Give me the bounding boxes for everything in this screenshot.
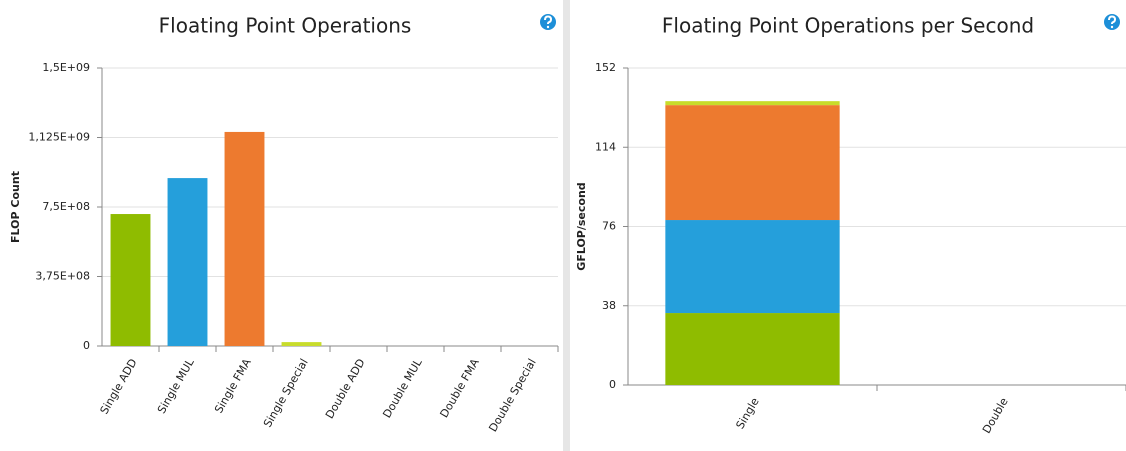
bar-segment (665, 101, 840, 106)
bar (167, 178, 208, 346)
y-axis-title: FLOP Count (9, 171, 22, 243)
y-tick-label: 38 (602, 299, 616, 312)
panel (0, 0, 563, 451)
help-icon[interactable] (1104, 14, 1120, 30)
bar-segment (665, 220, 840, 314)
y-tick-label: 3,75E+08 (35, 270, 90, 283)
chart-title: Floating Point Operations per Second (662, 14, 1034, 38)
y-tick-label: 152 (595, 61, 616, 74)
y-tick-label: 7,5E+08 (42, 200, 90, 213)
bar-segment (665, 313, 840, 385)
panel (570, 0, 1126, 451)
y-tick-label: 0 (83, 339, 90, 352)
bar (281, 342, 322, 346)
y-tick-label: 76 (602, 220, 616, 233)
bar-segment (665, 105, 840, 221)
bar (224, 131, 265, 346)
y-tick-label: 1,125E+09 (28, 131, 90, 144)
y-axis-title: GFLOP/second (575, 182, 588, 270)
help-icon[interactable] (540, 14, 556, 30)
bar (110, 214, 151, 346)
chart-title: Floating Point Operations (159, 14, 412, 38)
y-tick-label: 1,5E+09 (42, 61, 90, 74)
y-tick-label: 0 (609, 378, 616, 391)
y-tick-label: 114 (595, 140, 616, 153)
